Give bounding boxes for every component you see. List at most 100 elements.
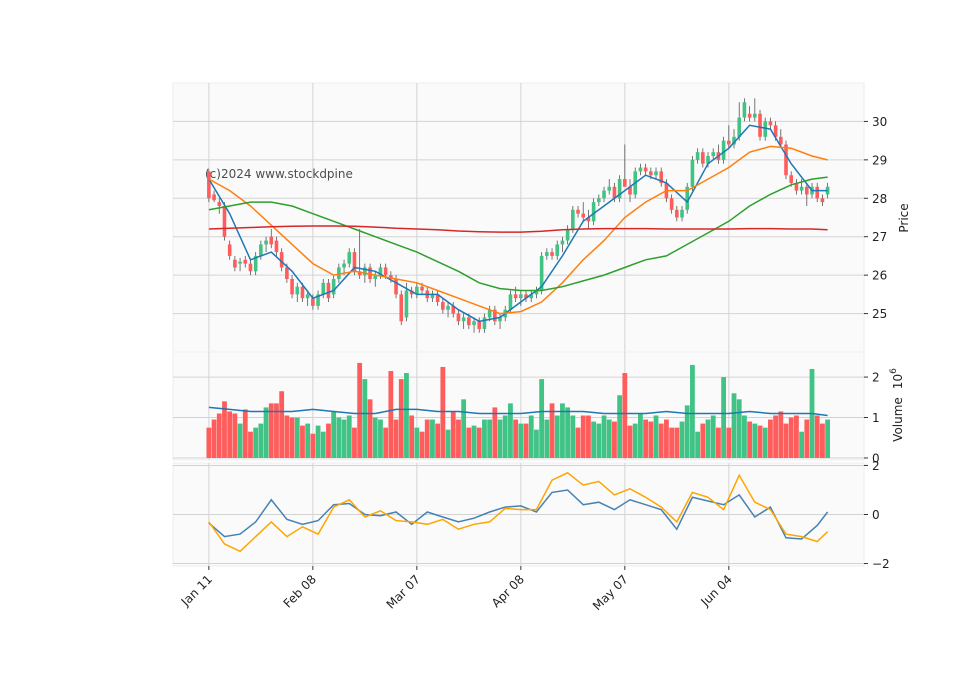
candle-body <box>727 140 731 145</box>
candle-body <box>316 294 320 306</box>
line-series <box>208 471 829 553</box>
candle-body <box>467 317 471 326</box>
volume-bar <box>757 425 763 458</box>
candle-body <box>612 186 617 199</box>
volume-bar <box>289 417 295 458</box>
volume-bar <box>352 427 357 458</box>
candle-body <box>659 171 664 183</box>
volume-bar <box>762 427 768 458</box>
volume-bar <box>450 411 456 458</box>
candle-body <box>721 140 726 160</box>
volume-bar <box>617 395 623 458</box>
volume-bar <box>586 415 591 458</box>
volume-bar <box>794 415 799 458</box>
volume-bar <box>492 407 498 458</box>
candle-body <box>441 302 445 310</box>
candle-body <box>259 244 263 256</box>
candle-body <box>482 317 487 329</box>
volume-bar <box>378 419 383 458</box>
volume-bar <box>258 423 264 458</box>
y-tick-label: 25 <box>872 307 887 321</box>
candle-body <box>233 259 237 268</box>
x-tick-label: Mar 07 <box>384 572 423 611</box>
candle-body <box>586 217 591 222</box>
candle-body <box>753 113 757 118</box>
y-tick-label: 2 <box>872 371 880 385</box>
y-tick-label: 29 <box>872 153 887 167</box>
candle-body <box>815 186 820 199</box>
candle-body <box>602 190 606 199</box>
volume-bar <box>528 415 534 458</box>
x-tick-label: Apr 08 <box>489 572 527 610</box>
candle-body <box>758 113 762 137</box>
volume-bar <box>487 419 493 458</box>
volume-bar <box>227 411 233 458</box>
volume-bar <box>648 421 654 458</box>
candle-body <box>607 186 612 191</box>
candle-body <box>274 240 279 253</box>
volume-bar <box>482 419 487 458</box>
candle-body <box>597 198 601 203</box>
candle-body <box>519 294 523 299</box>
candle-body <box>581 213 586 218</box>
candle-body <box>472 321 476 326</box>
volume-bar <box>560 403 565 458</box>
candle-body <box>706 156 710 164</box>
candle-body <box>435 294 440 303</box>
candle-body <box>565 229 570 241</box>
volume-bar <box>544 419 550 458</box>
volume-bar <box>471 425 477 458</box>
candle-body <box>248 263 253 272</box>
candle-body <box>690 159 695 187</box>
candle-body <box>378 267 383 276</box>
candle-body <box>337 267 341 279</box>
volume-bar <box>388 371 394 458</box>
volume-bar <box>768 419 773 458</box>
candle-body <box>222 205 227 237</box>
volume-bar <box>747 421 753 458</box>
volume-bar <box>315 425 321 458</box>
volume-bar <box>372 417 378 458</box>
volume-bar <box>523 423 529 458</box>
candle-body <box>560 240 565 245</box>
volume-bar <box>596 423 602 458</box>
volume-bar <box>658 423 664 458</box>
volume-bar <box>632 423 638 458</box>
volume-bar <box>716 427 721 458</box>
volume-bar <box>268 403 274 458</box>
volume-bar <box>643 419 649 458</box>
volume-bar <box>814 415 820 458</box>
candle-body <box>763 121 768 137</box>
candle-body <box>420 286 424 291</box>
candle-body <box>363 267 367 276</box>
volume-bar <box>700 423 706 458</box>
y-tick-label: 0 <box>872 508 880 522</box>
candle-body <box>576 209 580 214</box>
candle-body <box>456 313 461 322</box>
volume-bar <box>445 429 451 458</box>
panel-background <box>172 82 865 353</box>
volume-bar <box>248 431 253 458</box>
volume-bar <box>627 425 633 458</box>
candle-body <box>253 255 258 272</box>
candle-body <box>617 179 622 199</box>
volume-bar <box>294 417 300 458</box>
volume-bar <box>580 415 586 458</box>
candle-body <box>238 261 242 264</box>
volume-bar <box>253 427 259 458</box>
x-tick-label: May 07 <box>590 572 631 613</box>
volume-bar <box>430 419 435 458</box>
line-series <box>208 124 828 323</box>
volume-bar <box>326 423 331 458</box>
volume-bar <box>346 415 352 458</box>
candle-body <box>789 175 794 183</box>
candle-body <box>415 286 419 295</box>
volume-bar <box>612 421 617 458</box>
x-tick-label: Feb 08 <box>281 572 319 610</box>
volume-bar <box>456 419 461 458</box>
candle-body <box>451 305 456 314</box>
candle-body <box>212 194 216 201</box>
candle-body <box>545 252 549 256</box>
candle-body <box>347 252 352 264</box>
volume-bar <box>331 411 337 458</box>
